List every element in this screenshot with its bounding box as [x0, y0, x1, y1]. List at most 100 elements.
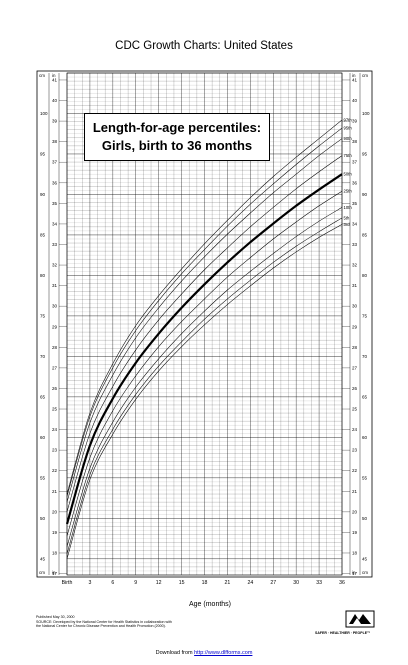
- y-in-tick-right: 19: [352, 530, 358, 535]
- y-in-tick-right: 20: [352, 509, 358, 514]
- y-in-tick-right: 18: [352, 550, 358, 555]
- y-cm-tick-right: 90: [362, 192, 368, 197]
- chart-title: Length-for-age percentiles:: [92, 120, 262, 135]
- y-cm-tick-right: 70: [362, 354, 368, 359]
- y-in-tick-right: 22: [352, 468, 358, 473]
- logo-text: SAFER · HEALTHIER · PEOPLE™: [315, 631, 371, 635]
- y-in-tick-left: 33: [52, 242, 58, 247]
- y-cm-tick-right: 50: [362, 516, 368, 521]
- x-tick-label: 27: [270, 580, 276, 586]
- y-cm-unit-left: cm: [39, 570, 45, 575]
- y-cm-tick-left: 70: [40, 354, 46, 359]
- y-in-tick-left: 25: [52, 407, 58, 412]
- y-cm-tick-left: 85: [40, 232, 46, 237]
- y-in-tick-left: 21: [52, 489, 58, 494]
- y-cm-unit-left: cm: [39, 73, 45, 78]
- y-cm-tick-right: 60: [362, 435, 368, 440]
- series-label-3rd: 3rd: [344, 222, 351, 227]
- x-tick-label: 24: [247, 580, 253, 586]
- y-in-tick-right: 34: [352, 221, 358, 226]
- y-in-tick-left: 20: [52, 509, 58, 514]
- y-in-tick-right: 29: [352, 324, 358, 329]
- series-line-25th: [66, 190, 343, 537]
- y-cm-tick-right: 85: [362, 232, 368, 237]
- series-label-5th: 5th: [344, 215, 350, 220]
- y-in-tick-right: 23: [352, 448, 358, 453]
- y-cm-tick-left: 90: [40, 192, 46, 197]
- y-cm-tick-left: 45: [40, 556, 46, 561]
- y-in-tick-left: 23: [52, 448, 58, 453]
- y-cm-tick-right: 75: [362, 313, 368, 318]
- y-cm-tick-right: 80: [362, 273, 368, 278]
- y-cm-tick-right: 55: [362, 475, 368, 480]
- published-date: Published May 30, 2000: [36, 615, 75, 619]
- y-in-unit-left: in: [52, 73, 56, 78]
- y-in-tick-right: 33: [352, 242, 358, 247]
- y-in-tick-right: 39: [352, 119, 358, 124]
- y-in-tick-left: 37: [52, 160, 58, 165]
- y-in-tick-right: 36: [352, 180, 358, 185]
- y-in-tick-left: 39: [52, 119, 58, 124]
- x-tick-label: Birth: [62, 580, 73, 586]
- y-cm-tick-left: 50: [40, 516, 46, 521]
- y-in-tick-left: 22: [52, 468, 58, 473]
- y-in-tick-left: 31: [52, 283, 58, 288]
- y-cm-tick-left: 75: [40, 313, 46, 318]
- y-in-tick-right: 27: [352, 365, 358, 370]
- source-line-1: SOURCE: Developed by the National Center…: [36, 619, 172, 624]
- y-in-tick-left: 32: [52, 263, 58, 268]
- y-in-tick-right: 28: [352, 345, 358, 350]
- x-tick-label: 6: [111, 580, 114, 586]
- series-label-90th: 90th: [344, 136, 353, 141]
- y-in-tick-right: 37: [352, 160, 358, 165]
- page-title: CDC Growth Charts: United States: [115, 40, 293, 52]
- series-label-75th: 75th: [344, 153, 353, 158]
- y-in-tick-right: 26: [352, 386, 358, 391]
- chart-labels: 45 45 50 50 55 55 60 60 65 65 70 70 75 75 80 80 85 85 90 90…: [39, 73, 370, 586]
- series-line-50th: [65, 173, 343, 525]
- y-in-tick-left: 35: [52, 201, 58, 206]
- y-in-tick-right: 25: [352, 407, 358, 412]
- series-line-3rd: [66, 224, 343, 559]
- y-in-tick-left: 38: [52, 139, 58, 144]
- y-in-tick-right: 38: [352, 139, 358, 144]
- series-line-90th: [66, 138, 343, 503]
- y-in-tick-left: 40: [52, 98, 58, 103]
- y-cm-unit-right: cm: [362, 570, 368, 575]
- y-cm-tick-left: 100: [40, 111, 48, 116]
- x-tick-label: 15: [179, 580, 185, 586]
- y-in-tick-left: 17: [52, 571, 58, 576]
- y-in-tick-right: 24: [352, 427, 358, 432]
- series-line-5th: [66, 217, 343, 555]
- x-tick-label: 12: [156, 580, 162, 586]
- source-notes: Published May 30, 2000 SOURCE: Developed…: [36, 615, 172, 629]
- series-label-95th: 95th: [344, 126, 353, 131]
- x-tick-label: 18: [202, 580, 208, 586]
- y-cm-tick-left: 95: [40, 151, 46, 156]
- x-tick-label: 36: [339, 580, 345, 586]
- y-in-tick-left: 36: [52, 180, 58, 185]
- y-in-tick-left: 28: [52, 345, 58, 350]
- y-in-tick-left: 30: [52, 304, 58, 309]
- y-in-unit-left: in: [52, 570, 56, 575]
- y-in-tick-left: 26: [52, 386, 58, 391]
- x-axis-title: Age (months): [188, 601, 232, 608]
- y-in-tick-left: 29: [52, 324, 58, 329]
- y-in-tick-right: 21: [352, 489, 358, 494]
- y-cm-tick-left: 60: [40, 435, 46, 440]
- y-in-tick-right: 17: [352, 571, 358, 576]
- x-tick-label: 3: [88, 580, 91, 586]
- series-line-95th: [66, 127, 343, 497]
- series-label-25th: 25th: [344, 189, 353, 194]
- y-in-tick-left: 24: [52, 427, 58, 432]
- chart-series: [65, 119, 343, 559]
- y-in-tick-left: 41: [52, 77, 58, 82]
- footer-downloaded: Download from: [155, 650, 193, 656]
- x-tick-label: 9: [134, 580, 137, 586]
- y-in-unit-right: in: [352, 73, 356, 78]
- footer-link[interactable]: http://www.dlfforms.com: [194, 650, 253, 656]
- y-cm-tick-left: 65: [40, 394, 46, 399]
- y-in-tick-left: 19: [52, 530, 58, 535]
- y-cm-tick-left: 55: [40, 475, 46, 480]
